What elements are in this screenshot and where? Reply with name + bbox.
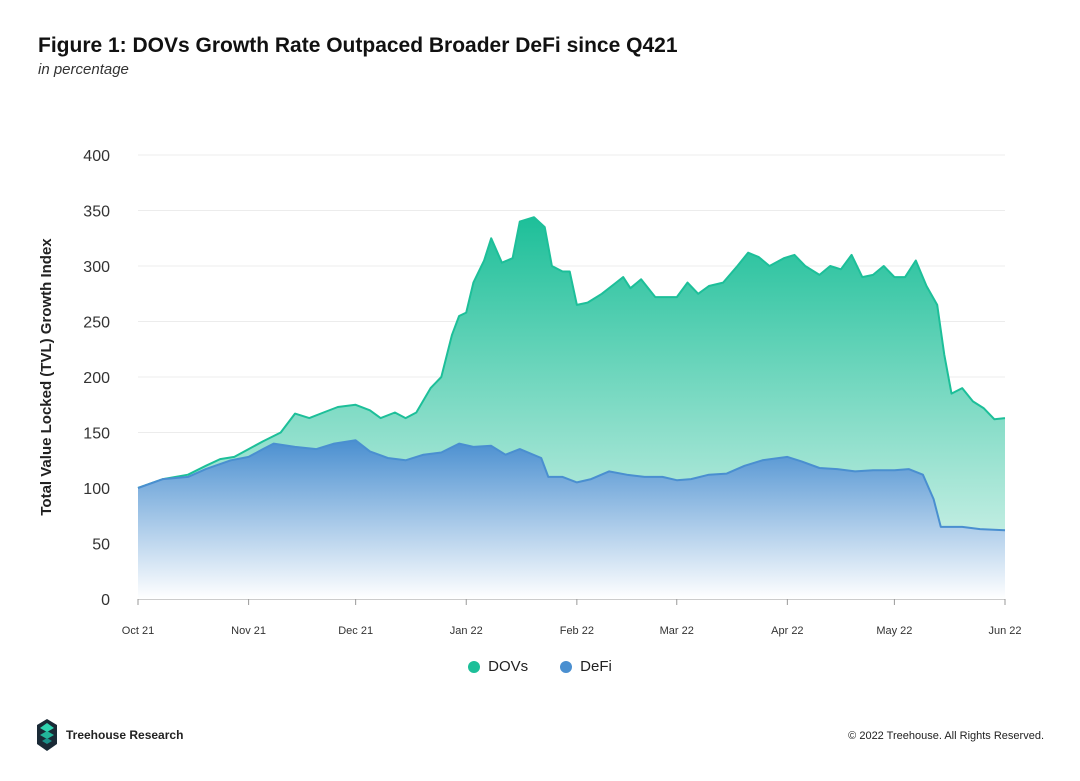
legend-item-dovs[interactable]: DOVs (468, 658, 528, 675)
x-tick-label: Oct 21 (122, 625, 154, 637)
y-tick-label: 350 (83, 204, 110, 221)
dovs-swatch (468, 660, 481, 673)
defi-swatch (560, 660, 573, 673)
x-tick-label: Feb 22 (560, 625, 594, 637)
x-tick-label: Apr 22 (771, 625, 803, 637)
defi-line (137, 439, 1006, 532)
y-tick-label: 300 (83, 259, 110, 276)
brand: Treehouse Research (36, 718, 183, 752)
copyright: © 2022 Treehouse. All Rights Reserved. (848, 730, 1044, 742)
chart: 0 50 100 150 200 250 300 350 400 Oct 21 Nov 21 Dec … (38, 148, 1022, 637)
y-tick-label: 0 (101, 592, 110, 609)
y-tick-label: 200 (83, 370, 110, 387)
x-tick-label: Jan 22 (450, 625, 483, 637)
defi-area (138, 440, 1005, 599)
brand-name: Treehouse Research (66, 728, 184, 742)
y-tick-label: 50 (92, 537, 110, 554)
legend-item-defi[interactable]: DeFi (560, 658, 612, 675)
y-tick-label: 100 (83, 481, 110, 498)
chart-subtitle: in percentage (38, 61, 129, 78)
x-tick-label: Jun 22 (988, 625, 1021, 637)
x-tick-label: Dec 21 (338, 625, 373, 637)
y-tick-label: 400 (83, 148, 110, 165)
y-axis-label: Total Value Locked (TVL) Growth Index (38, 238, 55, 516)
x-tick-label: Nov 21 (231, 625, 266, 637)
legend: DOVs DeFi (0, 658, 1080, 675)
legend-label: DeFi (580, 658, 612, 675)
chart-title: Figure 1: DOVs Growth Rate Outpaced Broa… (38, 34, 678, 57)
y-tick-label: 250 (83, 315, 110, 332)
x-tick-label: Mar 22 (660, 625, 694, 637)
y-tick-label: 150 (83, 426, 110, 443)
legend-label: DOVs (488, 658, 529, 675)
dovs-line (137, 216, 1006, 489)
treehouse-logo-icon (37, 719, 57, 751)
x-tick-label: May 22 (876, 625, 912, 637)
